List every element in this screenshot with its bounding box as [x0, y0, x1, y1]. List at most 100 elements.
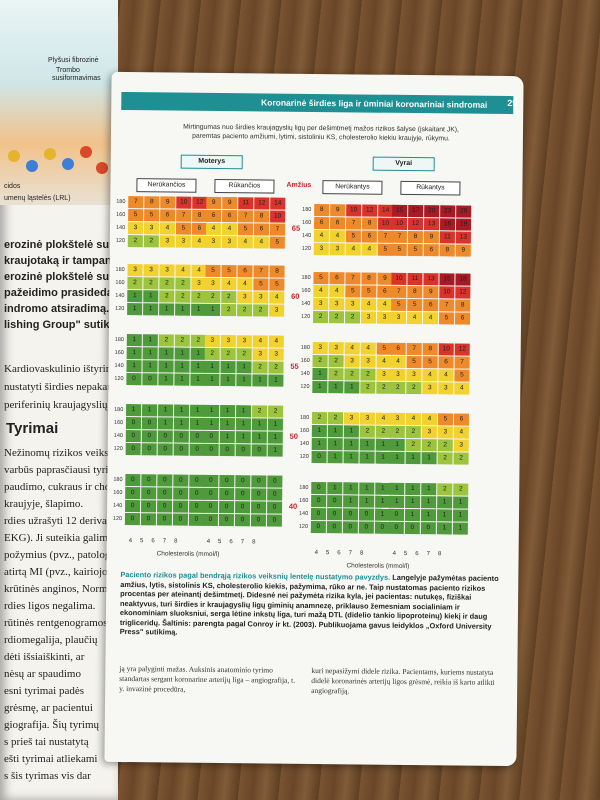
men-label: Vyrai [372, 156, 435, 172]
risk-cell: 2 [174, 334, 190, 347]
risk-cell: 5 [237, 223, 254, 236]
risk-cell: 0 [235, 488, 251, 501]
body-line: giografija. Šių tyrimų [4, 719, 100, 731]
chol-tick: 7 [240, 539, 245, 546]
risk-cell: 3 [391, 311, 407, 324]
sbp-tick: 140 [113, 502, 123, 509]
risk-cell: 2 [376, 381, 392, 394]
risk-cell: 0 [189, 443, 205, 456]
risk-cell: 5 [269, 278, 285, 291]
body-line: esni tyrimai padės [4, 685, 85, 697]
risk-cell: 6 [237, 265, 253, 278]
risk-cell: 1 [436, 509, 453, 522]
risk-cell: 2 [311, 411, 328, 425]
body-line: EKG). Ji suteikia galimybę [4, 532, 118, 544]
risk-cell: 1 [143, 303, 159, 316]
chol-tick: 7 [162, 538, 167, 545]
risk-cell: 7 [345, 217, 362, 230]
risk-grid-men_smoking-60: 10 11 13 15 18 7 8 9 10 12 5 5 6 7 8 3 4 4 5 6 [391, 272, 471, 325]
risk-cell: 3 [329, 298, 345, 311]
chol-tick: 8 [359, 550, 364, 557]
risk-cell: 2 [237, 304, 253, 317]
risk-cell: 1 [375, 495, 391, 508]
risk-cell: 9 [423, 286, 439, 299]
risk-cell: 3 [329, 243, 345, 256]
risk-cell: 0 [124, 513, 141, 526]
risk-cell: 2 [345, 311, 361, 324]
risk-cell: 2 [143, 277, 159, 290]
risk-cell: 4 [376, 355, 392, 368]
risk-cell: 4 [438, 369, 454, 382]
risk-cell: 2 [221, 291, 237, 304]
risk-cell: 4 [390, 355, 406, 368]
risk-cell: 9 [377, 272, 393, 285]
risk-cell: 4 [329, 230, 345, 243]
risk-cell: 1 [219, 418, 236, 431]
risk-cell: 3 [221, 236, 237, 249]
risk-cell: 1 [389, 451, 405, 464]
risk-cell: 2 [253, 304, 269, 317]
risk-cell: 0 [311, 494, 327, 508]
risk-cell: 4 [422, 369, 438, 382]
risk-cell: 3 [313, 297, 329, 311]
risk-cell: 2 [327, 412, 344, 425]
risk-cell: 2 [453, 452, 469, 465]
risk-cell: 2 [359, 425, 375, 438]
risk-cell: 3 [328, 342, 344, 355]
men-nonsmoking-label: Nerūkantys [322, 180, 383, 195]
risk-cell: 3 [421, 426, 437, 439]
chol-tick: 6 [151, 538, 155, 545]
risk-cell: 0 [125, 430, 141, 443]
women-smoking-label: Rūkančios [214, 178, 275, 194]
risk-cell: 1 [126, 404, 142, 417]
chol-tick: 5 [218, 539, 222, 546]
risk-grid-men_smoking-55: 6 7 8 10 12 4 5 5 6 7 3 3 4 4 5 2 2 3 3 4 [390, 342, 470, 395]
risk-cell: 11 [238, 197, 254, 210]
risk-cell: 26 [456, 205, 472, 218]
cell-icon [26, 160, 38, 172]
risk-cell: 1 [374, 508, 391, 521]
risk-cell: 3 [204, 334, 220, 348]
risk-cell: 0 [203, 430, 219, 444]
sbp-tick: 120 [115, 305, 125, 313]
risk-cell: 7 [391, 285, 407, 298]
risk-grid-women_smoking-65: 9 9 11 12 14 6 6 7 8 10 4 4 5 6 7 3 3 4 4 5 [205, 196, 286, 249]
risk-cell: 0 [203, 443, 219, 457]
risk-cell: 3 [361, 311, 377, 324]
risk-cell: 1 [251, 431, 267, 444]
sbp-tick: 180 [114, 406, 124, 414]
chol-tick: 6 [229, 539, 233, 546]
sbp-tick: 140 [114, 362, 124, 370]
body-line: požymius (pvz., patologinių [4, 549, 118, 561]
sbp-tick: 180 [302, 206, 312, 213]
risk-cell: 1 [311, 424, 327, 438]
risk-cell: 1 [158, 404, 174, 417]
chol-tick: 5 [403, 550, 408, 557]
risk-cell: 1 [343, 451, 359, 464]
risk-cell: 0 [141, 430, 157, 443]
risk-cell: 1 [405, 495, 421, 509]
sbp-tick: 180 [114, 336, 125, 344]
risk-cell: 1 [142, 334, 158, 347]
risk-cell: 1 [190, 360, 206, 373]
risk-cell: 0 [342, 521, 358, 534]
risk-cell: 2 [236, 348, 252, 361]
risk-cell: 3 [191, 277, 207, 290]
women-nonsmoking-label: Nerūkančios [136, 178, 197, 193]
risk-cell: 5 [253, 278, 269, 291]
risk-cell: 3 [205, 277, 221, 291]
risk-cell: 5 [407, 243, 423, 257]
figure-caption-line: pažeidimo prasideda trombo [4, 287, 118, 299]
sbp-tick: 160 [113, 489, 123, 496]
risk-cell: 0 [203, 487, 219, 501]
age-header: Amžius [286, 181, 312, 189]
risk-cell: 3 [313, 242, 329, 256]
risk-cell: 3 [220, 335, 236, 348]
figure-caption-line: erozinė plokštelė su stora fibroz [4, 239, 118, 251]
risk-cell: 6 [423, 244, 439, 257]
risk-cell: 4 [377, 298, 393, 311]
